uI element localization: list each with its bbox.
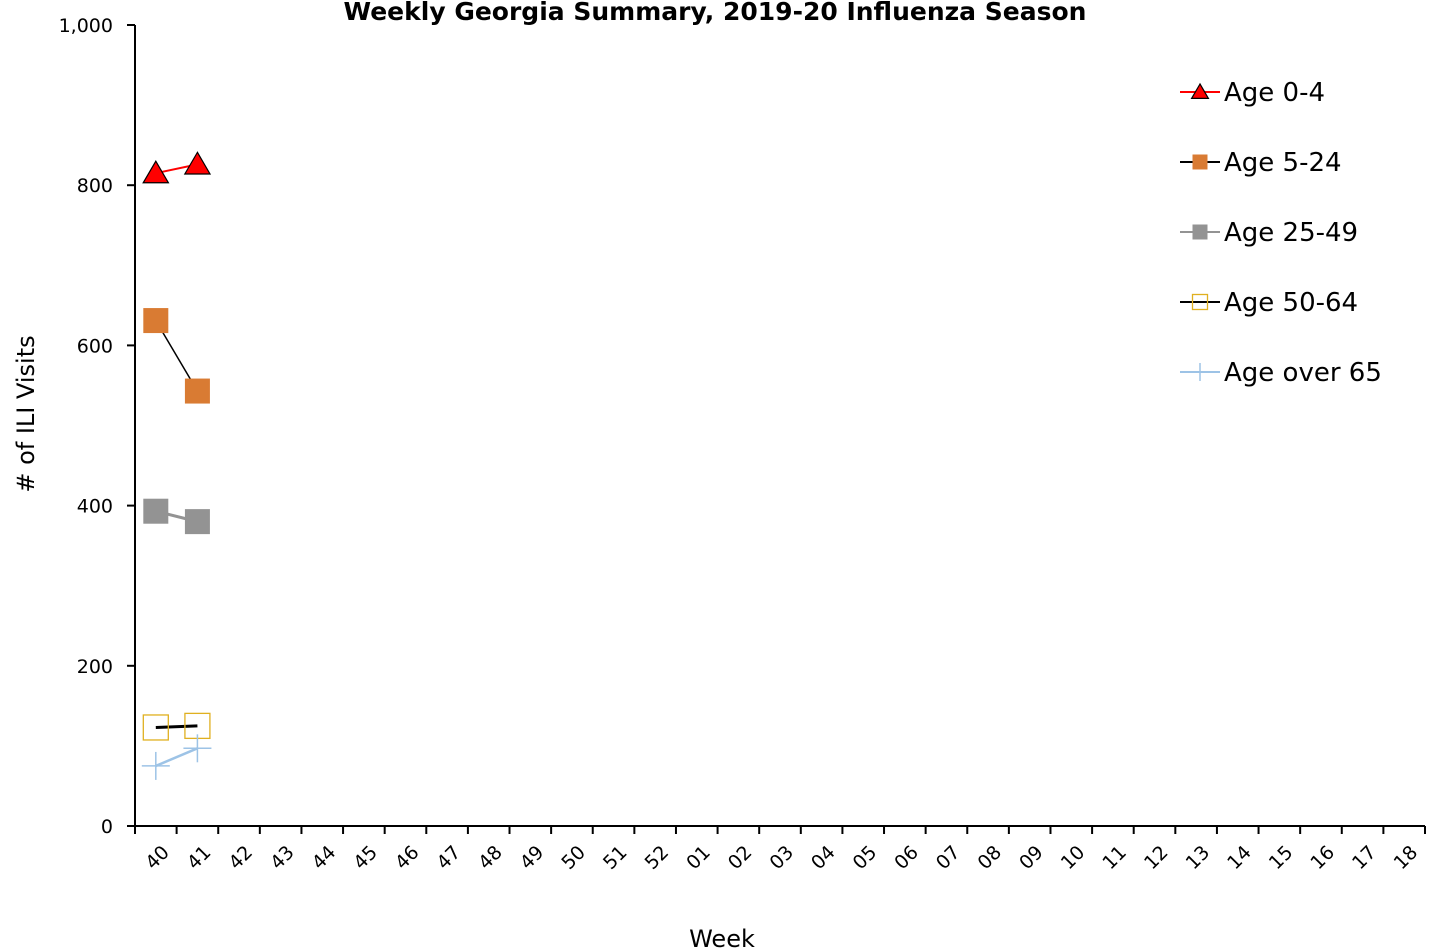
data-point	[184, 509, 210, 535]
x-tick-label: 12	[1140, 841, 1173, 874]
x-tick-label: 14	[1223, 841, 1256, 874]
data-point	[183, 734, 212, 763]
series-line	[155, 747, 198, 768]
legend-label: Age over 65	[1224, 358, 1382, 388]
legend-marker	[1191, 363, 1209, 381]
legend-item: Age 25-49	[1180, 218, 1358, 248]
x-tick-label: 51	[599, 841, 632, 874]
legend-item: Age 0-4	[1180, 78, 1325, 108]
y-tick-label: 0	[101, 816, 113, 838]
x-tick-label: 43	[266, 841, 299, 874]
legend-marker	[1192, 224, 1208, 240]
x-tick-label: 16	[1306, 841, 1339, 874]
legend-marker	[1190, 82, 1210, 100]
x-tick-label: 45	[349, 841, 382, 874]
series-2	[143, 308, 210, 404]
series-1	[142, 151, 212, 184]
x-tick-label: 11	[1098, 841, 1131, 874]
x-tick-label: 50	[557, 841, 590, 874]
chart-title: Weekly Georgia Summary, 2019-20 Influenz…	[344, 0, 1087, 26]
series-line	[155, 724, 198, 729]
x-tick-label: 44	[308, 841, 341, 874]
data-point	[143, 308, 169, 334]
data-point	[143, 498, 169, 524]
legend-item: Age over 65	[1180, 358, 1382, 388]
legend-label: Age 5-24	[1224, 148, 1342, 178]
x-tick-label: 10	[1057, 841, 1090, 874]
series-4	[142, 712, 211, 741]
series-5	[141, 734, 212, 780]
legend-item: Age 5-24	[1180, 148, 1342, 178]
x-tick-label: 15	[1265, 841, 1298, 874]
x-tick-label: 48	[474, 841, 507, 874]
x-tick-label: 03	[765, 841, 798, 874]
legend: Age 0-4 Age 5-24 Age 25-49 Age 50-64 Age ove…	[1180, 78, 1382, 388]
x-tick-label: 46	[391, 841, 424, 874]
legend-label: Age 50-64	[1224, 288, 1358, 318]
axes: 0 200 400 600 800 1,000 40 41 42 43 44 45 46 47 48 49 50…	[59, 15, 1426, 874]
data-point	[142, 714, 169, 741]
x-tick-label: 13	[1182, 841, 1215, 874]
x-tick-label: 07	[932, 841, 965, 874]
series-layer	[141, 151, 212, 780]
y-tick-label: 400	[77, 496, 113, 518]
x-tick-label: 04	[807, 841, 840, 874]
data-point	[141, 751, 170, 780]
legend-marker	[1192, 154, 1208, 170]
x-tick-label: 18	[1390, 841, 1423, 874]
x-tick-label: 08	[973, 841, 1006, 874]
x-tick-label: 06	[890, 841, 923, 874]
legend-label: Age 0-4	[1224, 78, 1325, 108]
y-tick-label: 800	[77, 175, 113, 197]
x-axis-title: Week	[689, 925, 755, 952]
x-tick-label: 05	[849, 841, 882, 874]
y-tick-label: 600	[77, 335, 113, 357]
data-point	[183, 151, 212, 175]
y-tick-label: 1,000	[59, 15, 113, 37]
x-tick-label: 47	[433, 841, 466, 874]
data-point	[142, 159, 170, 184]
legend-item: Age 50-64	[1180, 288, 1358, 318]
x-tick-label: 49	[516, 841, 549, 874]
legend-label: Age 25-49	[1224, 218, 1358, 248]
x-tick-label: 17	[1348, 841, 1381, 874]
x-tick-label: 42	[224, 841, 257, 874]
x-tick-label: 01	[682, 841, 715, 874]
x-tick-label: 52	[641, 841, 674, 874]
data-point	[184, 378, 210, 404]
y-axis-title: # of ILI Visits	[12, 335, 40, 492]
x-tick-label: 09	[1015, 841, 1048, 874]
series-3	[143, 498, 210, 535]
x-tick-label: 41	[183, 841, 216, 874]
x-tick-label: 40	[141, 841, 174, 874]
x-tick-label: 02	[724, 841, 757, 874]
y-tick-label: 200	[77, 656, 113, 678]
legend-marker	[1191, 293, 1209, 311]
